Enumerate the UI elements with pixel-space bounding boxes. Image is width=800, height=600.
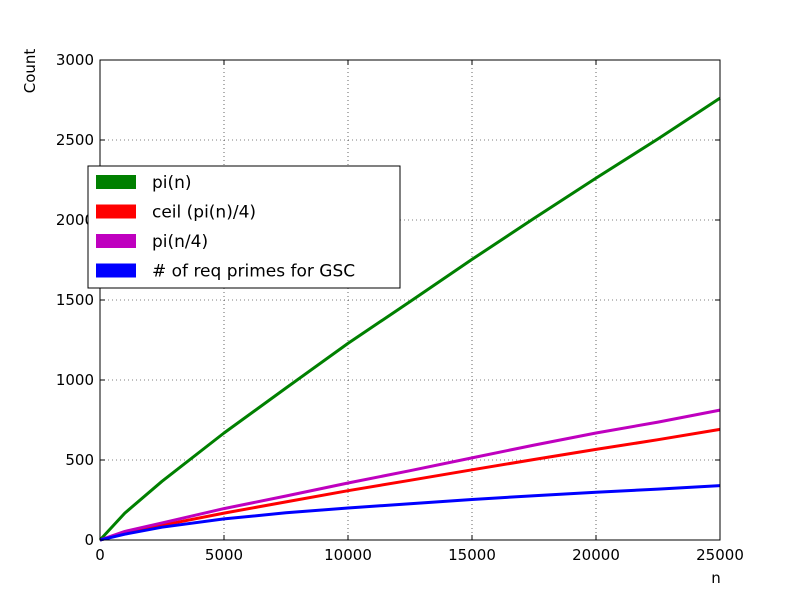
y-tick-label: 1500	[56, 291, 94, 309]
x-tick-label: 0	[95, 546, 105, 564]
series-line-1	[99, 427, 721, 542]
legend-swatch	[96, 263, 136, 278]
legend-swatch	[96, 175, 136, 189]
legend-swatch	[96, 234, 136, 248]
y-tick-label: 0	[84, 531, 94, 549]
x-tick-label: 20000	[572, 546, 620, 564]
series-line-3	[99, 484, 721, 542]
x-tick-label: 5000	[205, 546, 243, 564]
legend-label: # of req primes for GSC	[152, 262, 355, 282]
grid	[100, 60, 720, 540]
series-lines	[98, 96, 721, 542]
x-axis-label: n	[711, 569, 721, 587]
legend-box	[87, 165, 401, 289]
x-tick-label: 15000	[448, 546, 496, 564]
x-tick-label: 10000	[324, 546, 372, 564]
y-tick-label: 1000	[56, 371, 94, 389]
legend-swatch	[96, 204, 136, 219]
series-line-2	[99, 408, 721, 542]
y-tick-label: 3000	[56, 51, 94, 69]
legend-label: pi(n)	[152, 173, 192, 193]
series-line-0	[98, 96, 721, 542]
axis-ticks: 0 5000 10000 15000 20000 25000 0 500 1000 1500 200…	[56, 51, 744, 564]
legend-label: ceil (pi(n)/4)	[152, 203, 256, 223]
y-tick-label: 2500	[56, 131, 94, 149]
y-axis-label: Count	[21, 49, 39, 94]
x-tick-label: 25000	[696, 546, 744, 564]
y-tick-label: 2000	[56, 211, 94, 229]
legend-label: pi(n/4)	[152, 232, 208, 252]
legend: pi(n) ceil (pi(n)/4) pi(n/4) # of req prime…	[87, 165, 401, 289]
y-tick-label: 500	[65, 451, 94, 469]
